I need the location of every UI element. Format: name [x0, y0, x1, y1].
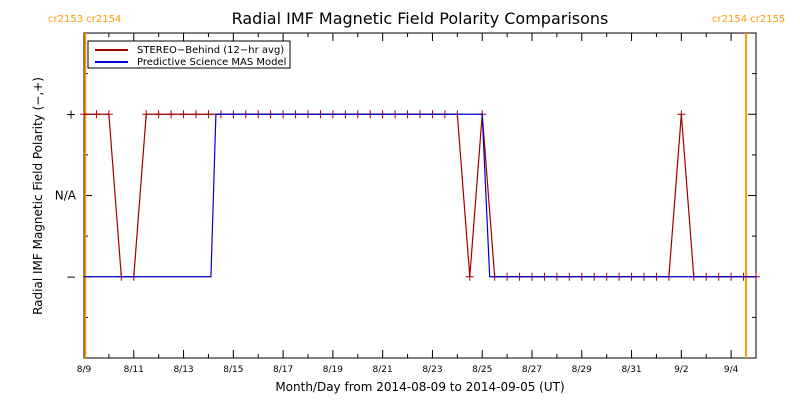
data-point	[104, 110, 113, 119]
data-point	[167, 110, 176, 119]
y-tick-label: N/A	[55, 189, 77, 203]
data-point	[92, 110, 101, 119]
x-tick-label: 8/17	[273, 365, 293, 375]
x-tick-label: 9/2	[674, 365, 688, 375]
x-axis-label: Month/Day from 2014-08-09 to 2014-09-05 …	[275, 380, 564, 394]
series-2-line	[83, 113, 757, 278]
x-tick-label: 8/25	[472, 365, 492, 375]
x-tick-label: 8/19	[323, 365, 343, 375]
x-tick-label: 8/15	[223, 365, 243, 375]
legend-box	[87, 40, 291, 69]
x-tick-label: 8/21	[373, 365, 393, 375]
legend: STEREO−Behind (12−hr avg)Predictive Scie…	[87, 40, 291, 69]
data-point	[204, 110, 213, 119]
data-point	[677, 110, 686, 119]
data-point	[80, 110, 88, 119]
legend-label: Predictive Science MAS Model	[137, 57, 286, 68]
x-tick-label: 8/29	[572, 365, 592, 375]
carrington-rotation-left-label: cr2153 cr2154	[48, 14, 121, 25]
series-1-line	[83, 113, 757, 278]
data-point	[179, 110, 188, 119]
plot-frame	[83, 32, 757, 359]
legend-label: STEREO−Behind (12−hr avg)	[137, 45, 284, 56]
data-point	[154, 110, 163, 119]
x-tick-label: 8/13	[173, 365, 193, 375]
chart-title: Radial IMF Magnetic Field Polarity Compa…	[232, 9, 609, 28]
plot-area: 8/9 8/11 8/13 8/15 8/17 8/19 8/21 8/23 8/25 8/27 8…	[55, 32, 760, 375]
x-tick-label: 9/4	[724, 365, 739, 375]
data-point	[465, 272, 474, 281]
x-tick-label: 8/9	[77, 365, 92, 375]
x-tick-label: 8/23	[422, 365, 442, 375]
x-tick-label: 8/11	[124, 365, 144, 375]
y-axis-label: Radial IMF Magnetic Field Polarity (−,+)	[31, 77, 45, 315]
x-tick-label: 8/31	[621, 365, 641, 375]
data-point	[192, 110, 200, 119]
data-point	[142, 110, 151, 119]
x-tick-label: 8/27	[522, 365, 542, 375]
carrington-rotation-right-label: cr2154 cr2155	[712, 14, 785, 25]
y-tick-label: −	[66, 270, 76, 284]
y-tick-label: +	[66, 107, 76, 121]
